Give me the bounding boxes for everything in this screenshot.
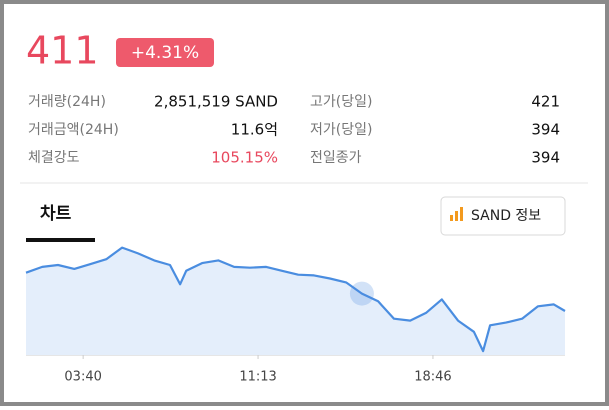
stat-value: 394 — [531, 121, 560, 139]
stat-label: 체결강도 — [28, 150, 80, 166]
change: +4.31% — [131, 43, 199, 63]
icon — [455, 211, 458, 221]
x-tick-label: 11:13 — [239, 370, 276, 385]
stat-value: 11.6억 — [231, 121, 278, 139]
stat-label: 고가(당일) — [310, 94, 372, 110]
stat-value: 105.15% — [211, 149, 278, 167]
stat-value: 2,851,519 SAND — [154, 93, 278, 111]
x-tick-label: 18:46 — [414, 370, 451, 385]
stat-label: 전일종가 — [310, 150, 362, 166]
tab[interactable]: 차트 — [40, 204, 72, 224]
stat-label: 거래금액(24H) — [28, 122, 119, 138]
icon — [460, 207, 463, 221]
stat-value: 394 — [531, 149, 560, 167]
stat-value: 421 — [531, 93, 560, 111]
stat-label: 거래량(24H) — [28, 94, 106, 110]
tab-underline — [26, 238, 95, 242]
change-badge — [116, 38, 214, 67]
area — [26, 247, 565, 355]
info-button[interactable] — [440, 196, 566, 236]
x-tick-label: 03:40 — [64, 370, 101, 385]
hover-point — [349, 281, 374, 306]
price-line — [25, 246, 566, 353]
info-button-label[interactable]: SAND 정보 — [471, 208, 541, 224]
stat-label: 저가(당일) — [310, 122, 372, 138]
price: 411 — [26, 29, 99, 73]
icon — [450, 215, 453, 221]
